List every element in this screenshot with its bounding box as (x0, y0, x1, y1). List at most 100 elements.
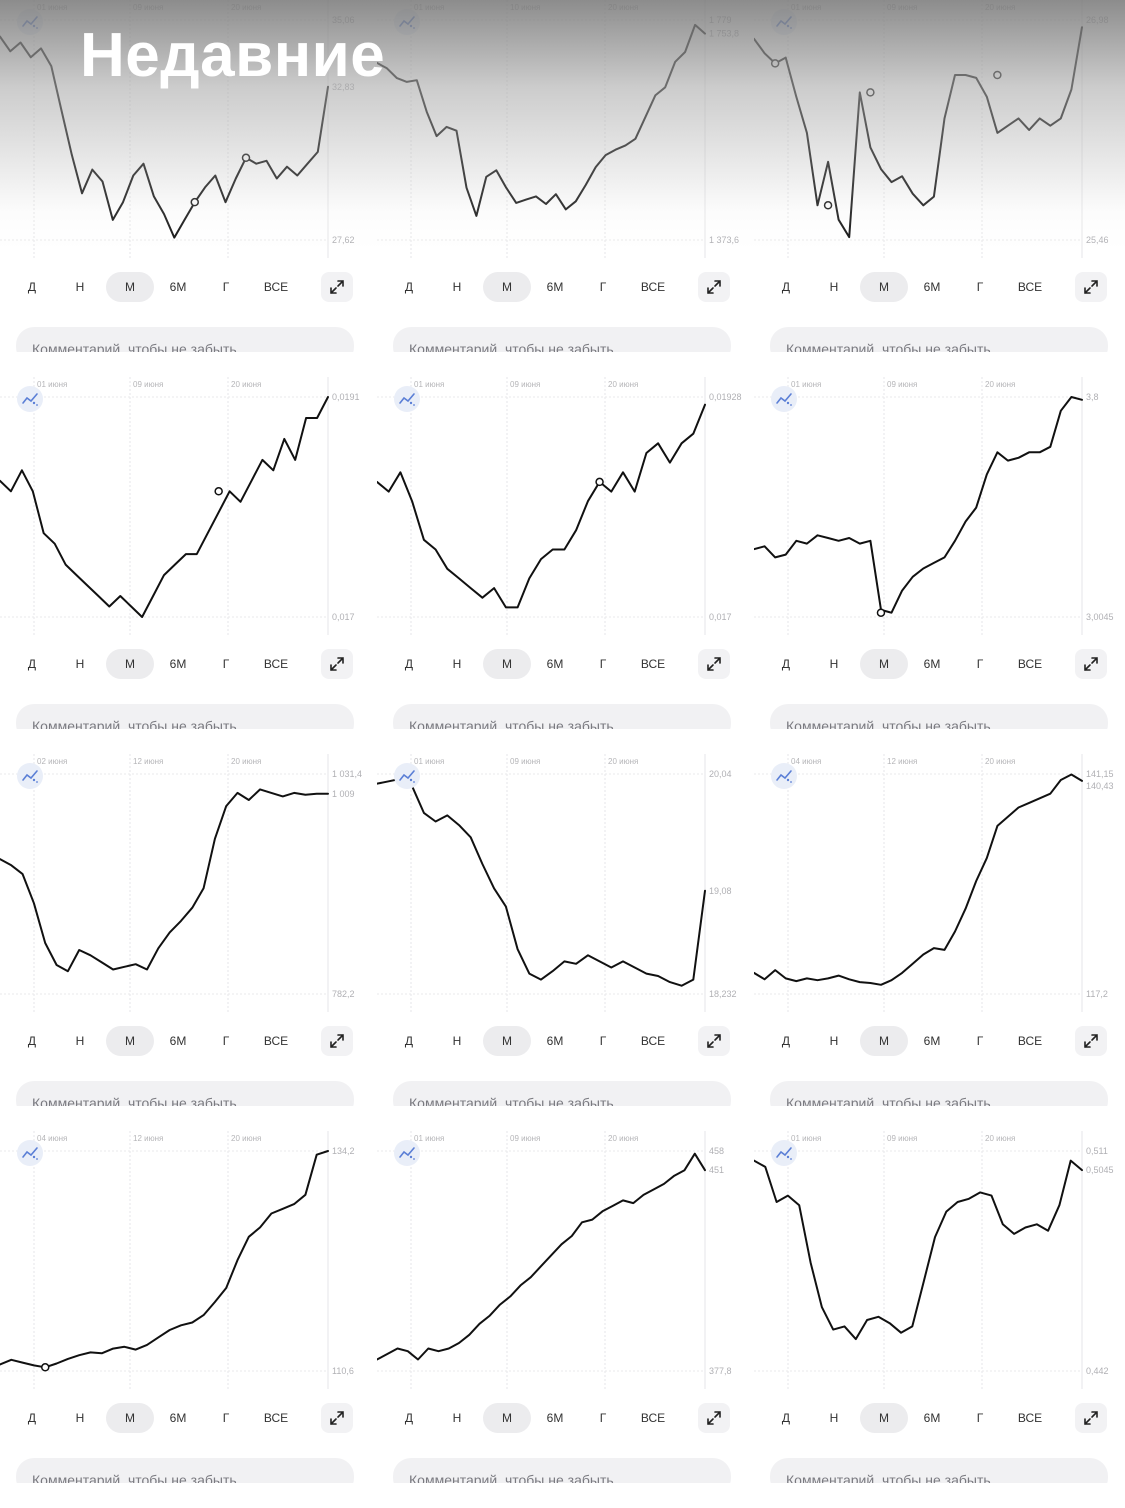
range-button[interactable]: 6М (169, 657, 187, 671)
range-button[interactable]: 6М (546, 1034, 564, 1048)
range-button[interactable]: М (106, 1026, 154, 1056)
range-button[interactable]: М (106, 272, 154, 302)
range-button[interactable]: 6М (169, 1034, 187, 1048)
price-chart[interactable]: 02 июня 12 июня 20 июня 1 031,4 782,2 1 009 (0, 754, 371, 1014)
event-marker[interactable] (876, 608, 886, 617)
expand-button[interactable] (1075, 1026, 1107, 1056)
range-button[interactable]: ВСЕ (640, 1411, 666, 1425)
range-button[interactable]: ВСЕ (640, 280, 666, 294)
chart-tile[interactable]: 01 июня 09 июня 20 июня 0,511 0,442 0,5045 Д Н М… (754, 1131, 1125, 1508)
event-marker[interactable] (823, 201, 833, 210)
price-chart[interactable]: 01 июня 09 июня 20 июня 458 377,8 451 (377, 1131, 748, 1391)
range-button[interactable]: ВСЕ (263, 1411, 289, 1425)
range-button[interactable]: ВСЕ (1017, 1034, 1043, 1048)
range-button[interactable]: Г (976, 1034, 984, 1048)
chart-tile[interactable]: 01 июня 09 июня 20 июня 0,0191 0,017 Д Н М 6М Г ВС… (0, 377, 371, 754)
chart-tile[interactable]: 01 июня 09 июня 20 июня 0,01928 0,017 Д Н М 6М Г В… (377, 377, 748, 754)
chart-tile[interactable]: 01 июня 09 июня 20 июня 458 377,8 451 Д Н М 6М Г ВС… (377, 1131, 748, 1508)
range-button[interactable]: Г (222, 1411, 230, 1425)
range-button[interactable]: ВСЕ (1017, 280, 1043, 294)
range-button[interactable]: М (483, 1403, 531, 1433)
range-button[interactable]: 6М (169, 1411, 187, 1425)
range-button[interactable]: 6М (546, 1411, 564, 1425)
range-button[interactable]: 6М (923, 657, 941, 671)
chart-tile[interactable]: 01 июня 09 июня 20 июня 20,04 18,232 19,08 Д Н М… (377, 754, 748, 1131)
price-chart[interactable]: 04 июня 12 июня 20 июня 134,2 110,6 (0, 1131, 371, 1391)
price-chart[interactable]: 01 июня 09 июня 20 июня 20,04 18,232 19,08 (377, 754, 748, 1014)
range-button[interactable]: ВСЕ (1017, 657, 1043, 671)
range-button[interactable]: Н (829, 280, 839, 294)
range-button[interactable]: Д (781, 657, 791, 671)
range-button[interactable]: ВСЕ (263, 1034, 289, 1048)
ai-analysis-icon[interactable] (394, 763, 420, 789)
range-button[interactable]: Д (27, 657, 37, 671)
range-button[interactable]: Г (976, 657, 984, 671)
price-chart[interactable]: 01 июня 09 июня 20 июня 0,01928 0,017 (377, 377, 748, 637)
range-button[interactable]: М (106, 1403, 154, 1433)
range-button[interactable]: Г (222, 1034, 230, 1048)
range-button[interactable]: ВСЕ (1017, 1411, 1043, 1425)
range-button[interactable]: ВСЕ (263, 657, 289, 671)
event-marker[interactable] (993, 70, 1002, 80)
ai-analysis-icon[interactable] (17, 9, 43, 35)
range-button[interactable]: 6М (546, 280, 564, 294)
range-button[interactable]: Н (75, 1411, 85, 1425)
chart-tile[interactable]: 01 июня 09 июня 20 июня 3,8 3,0045 Д Н М 6М Г ВСЕ К… (754, 377, 1125, 754)
range-button[interactable]: М (483, 272, 531, 302)
range-button[interactable]: Н (452, 280, 462, 294)
range-button[interactable]: Д (404, 657, 414, 671)
ai-analysis-icon[interactable] (771, 9, 797, 35)
event-marker[interactable] (241, 153, 251, 163)
expand-button[interactable] (1075, 1403, 1107, 1433)
range-button[interactable]: Н (829, 657, 839, 671)
event-marker[interactable] (595, 477, 604, 487)
ai-analysis-icon[interactable] (17, 1140, 43, 1166)
ai-analysis-icon[interactable] (771, 386, 797, 412)
range-button[interactable]: Г (976, 280, 984, 294)
range-button[interactable]: Н (829, 1411, 839, 1425)
range-button[interactable]: М (860, 272, 908, 302)
range-button[interactable]: Н (75, 280, 85, 294)
expand-button[interactable] (698, 272, 730, 302)
expand-button[interactable] (1075, 649, 1107, 679)
range-button[interactable]: Г (599, 280, 607, 294)
range-button[interactable]: Д (27, 1411, 37, 1425)
range-button[interactable]: ВСЕ (640, 1034, 666, 1048)
chart-tile[interactable]: 04 июня 12 июня 20 июня 141,15 117,2 140,43 Д Н… (754, 754, 1125, 1131)
price-chart[interactable]: 01 июня 09 июня 20 июня 26,98 25,46 (754, 0, 1125, 260)
event-marker[interactable] (40, 1363, 50, 1372)
ai-analysis-icon[interactable] (17, 386, 43, 412)
chart-tile[interactable]: 01 июня 09 июня 20 июня 26,98 25,46 Д Н М 6М Г ВСЕ… (754, 0, 1125, 377)
expand-button[interactable] (698, 649, 730, 679)
price-chart[interactable]: 01 июня 10 июня 20 июня 1 779 1 373,6 1 753,8 (377, 0, 748, 260)
expand-button[interactable] (1075, 272, 1107, 302)
expand-button[interactable] (321, 649, 353, 679)
event-marker[interactable] (866, 88, 875, 97)
range-button[interactable]: ВСЕ (640, 657, 666, 671)
range-button[interactable]: М (106, 649, 154, 679)
range-button[interactable]: М (860, 649, 908, 679)
range-button[interactable]: Г (599, 1411, 607, 1425)
expand-button[interactable] (698, 1026, 730, 1056)
ai-analysis-icon[interactable] (17, 763, 43, 789)
range-button[interactable]: Н (829, 1034, 839, 1048)
expand-button[interactable] (321, 272, 353, 302)
range-button[interactable]: Н (452, 1411, 462, 1425)
ai-analysis-icon[interactable] (394, 1140, 420, 1166)
range-button[interactable]: Н (75, 657, 85, 671)
range-button[interactable]: М (860, 1026, 908, 1056)
event-marker[interactable] (190, 197, 199, 207)
ai-analysis-icon[interactable] (771, 763, 797, 789)
range-button[interactable]: Д (404, 280, 414, 294)
event-marker[interactable] (770, 59, 780, 68)
range-button[interactable]: Г (222, 280, 230, 294)
expand-button[interactable] (698, 1403, 730, 1433)
range-button[interactable]: 6М (923, 1034, 941, 1048)
range-button[interactable]: Г (599, 1034, 607, 1048)
range-button[interactable]: Д (404, 1411, 414, 1425)
range-button[interactable]: Д (27, 280, 37, 294)
chart-tile[interactable]: 01 июня 10 июня 20 июня 1 779 1 373,6 1 753,8… (377, 0, 748, 377)
ai-analysis-icon[interactable] (394, 9, 420, 35)
event-marker[interactable] (214, 487, 223, 496)
range-button[interactable]: Д (27, 1034, 37, 1048)
